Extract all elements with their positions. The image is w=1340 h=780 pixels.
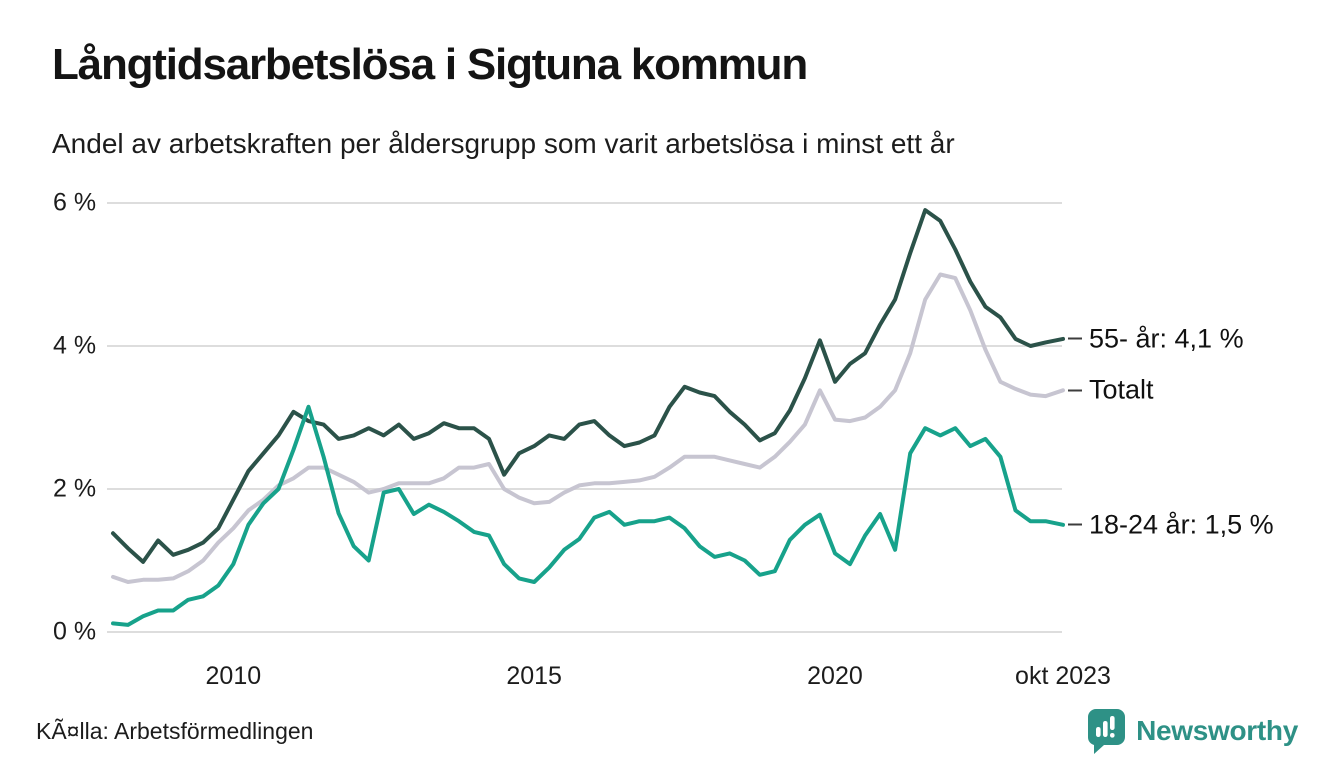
newsworthy-wordmark: Newsworthy — [1136, 715, 1298, 746]
y-tick-label: 2 % — [53, 474, 97, 503]
x-tick-label: 2010 — [205, 662, 262, 690]
series-line-totalt — [111, 272, 1065, 584]
end-label-dash — [1068, 389, 1082, 392]
page-title: Långtidsarbetslösa i Sigtuna kommun — [52, 40, 808, 89]
end-label-dash — [1068, 337, 1082, 340]
end-label-text: 18-24 år: 1,5 % — [1089, 509, 1274, 540]
series-end-label-18-24-r: 18-24 år: 1,5 % — [1068, 509, 1274, 540]
series-lines — [111, 208, 1065, 627]
series-end-label-totalt: Totalt — [1068, 375, 1154, 406]
newsworthy-logo: Newsworthy — [1087, 708, 1298, 754]
y-tick-label: 4 % — [53, 331, 97, 360]
end-label-dash — [1068, 523, 1082, 526]
chart-subtitle: Andel av arbetskraften per åldersgrupp s… — [52, 128, 955, 159]
x-tick-label: 2015 — [506, 662, 562, 690]
end-label-text: 55- år: 4,1 % — [1089, 323, 1244, 354]
y-tick-label: 0 % — [53, 617, 97, 646]
y-tick-label: 6 % — [53, 188, 97, 217]
series-end-label-55-r: 55- år: 4,1 % — [1068, 323, 1244, 354]
bar-chart-speech-bubble-icon — [1088, 709, 1126, 754]
series-line-18-24-r — [111, 404, 1065, 627]
gridlines — [107, 202, 1062, 633]
end-label-text: Totalt — [1089, 374, 1154, 405]
x-tick-label: 2020 — [807, 662, 863, 690]
x-tick-label: okt 2023 — [1015, 662, 1111, 690]
source-note: KÃ¤lla: Arbetsförmedlingen — [36, 718, 314, 744]
series-line-55-r — [111, 208, 1065, 564]
